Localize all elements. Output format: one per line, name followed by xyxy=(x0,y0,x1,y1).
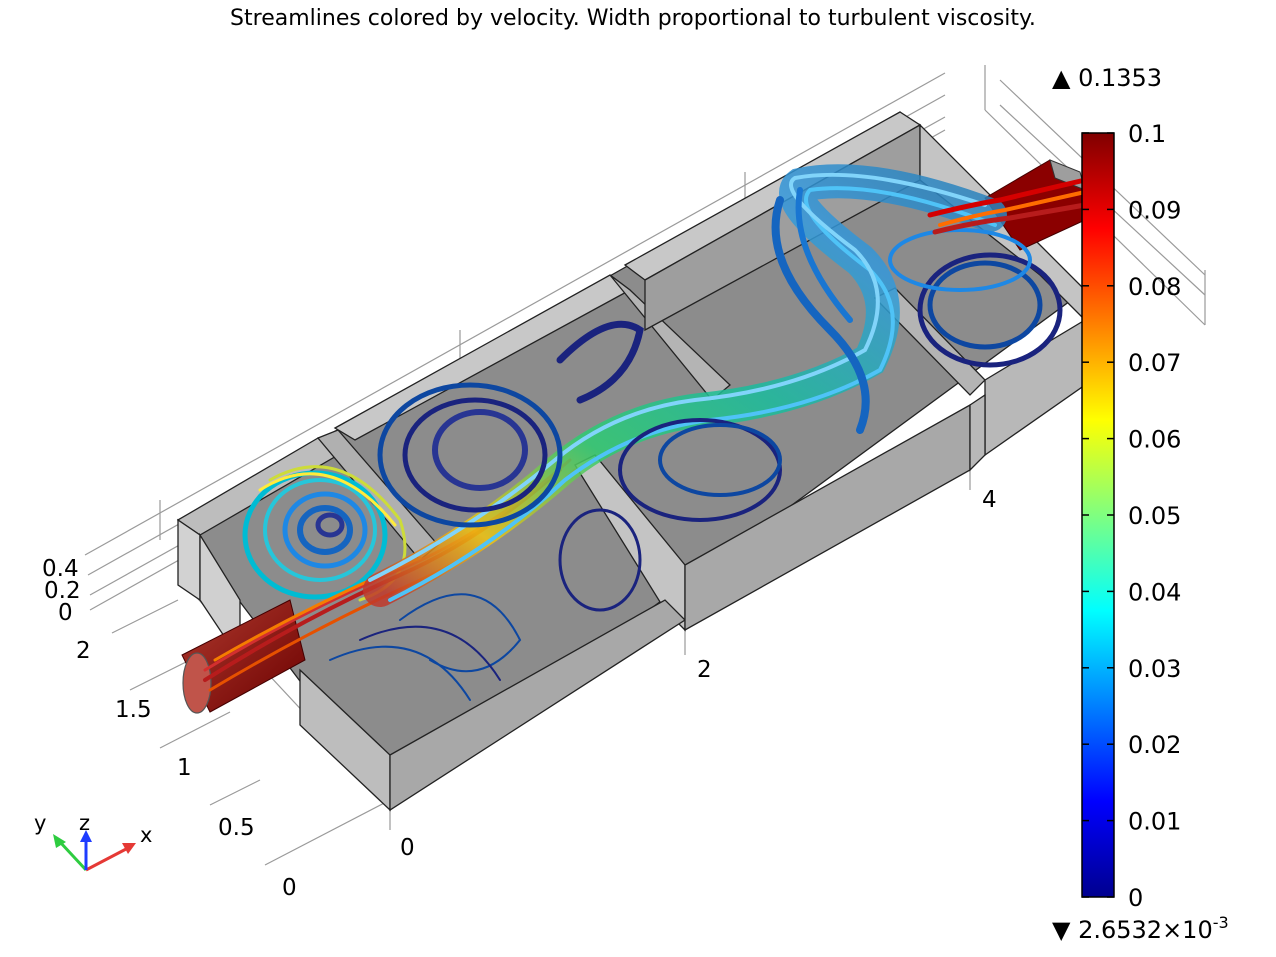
colorbar-tick-label: 0 xyxy=(1128,884,1143,912)
x-tick-labels: 0 2 4 xyxy=(400,487,997,861)
y-tick-0.5: 0.5 xyxy=(218,815,255,841)
colorbar-tick-label: 0.07 xyxy=(1128,349,1181,377)
colorbar-tick-label: 0.06 xyxy=(1128,426,1181,454)
colorbar-tick-label: 0.01 xyxy=(1128,808,1181,836)
y-tick-0: 0 xyxy=(282,875,297,901)
triad-z-label: z xyxy=(79,811,90,835)
colorbar-tick-label: 0.08 xyxy=(1128,273,1181,301)
colorbar-tick-label: 0.03 xyxy=(1128,655,1181,683)
colorbar-min-label: ▼ 2.6532×10-3 xyxy=(1052,913,1229,944)
x-tick-0: 0 xyxy=(400,835,415,861)
colorbar-max-label: ▲ 0.1353 xyxy=(1052,64,1162,92)
colorbar-tick-label: 0.09 xyxy=(1128,196,1181,224)
y-tick-1.5: 1.5 xyxy=(115,697,152,723)
triad-x-arrow xyxy=(85,846,129,872)
x-tick-4: 4 xyxy=(982,487,997,513)
y-tick-labels: 0 0.5 1 1.5 2 xyxy=(76,638,297,901)
z-tick-0: 0 xyxy=(58,600,73,626)
axis-triad: x y z xyxy=(34,811,152,872)
triad-x-label: x xyxy=(140,823,152,847)
y-tick-1: 1 xyxy=(177,755,192,781)
triad-y-label: y xyxy=(34,811,46,835)
colorbar-tick-label: 0.02 xyxy=(1128,731,1181,759)
plot-title: Streamlines colored by velocity. Width p… xyxy=(230,6,1036,31)
z-tick-labels: 0 0.2 0.4 xyxy=(42,556,81,626)
colorbar-tick-label: 0.05 xyxy=(1128,502,1181,530)
colorbar-tick-label: 0.04 xyxy=(1128,578,1181,606)
z-tick-0.2: 0.2 xyxy=(44,578,81,604)
triad-y-arrow xyxy=(58,840,88,872)
x-tick-2: 2 xyxy=(697,657,712,683)
streamlines xyxy=(203,164,1088,701)
y-tick-2: 2 xyxy=(76,638,91,664)
z-tick-0.4: 0.4 xyxy=(42,556,79,582)
colorbar: ▲ 0.1353 0.1 0.09 0.08 0.07 0.06 0.05 0.04 0.03… xyxy=(1052,64,1229,944)
colorbar-tick-label: 0.1 xyxy=(1128,120,1166,148)
